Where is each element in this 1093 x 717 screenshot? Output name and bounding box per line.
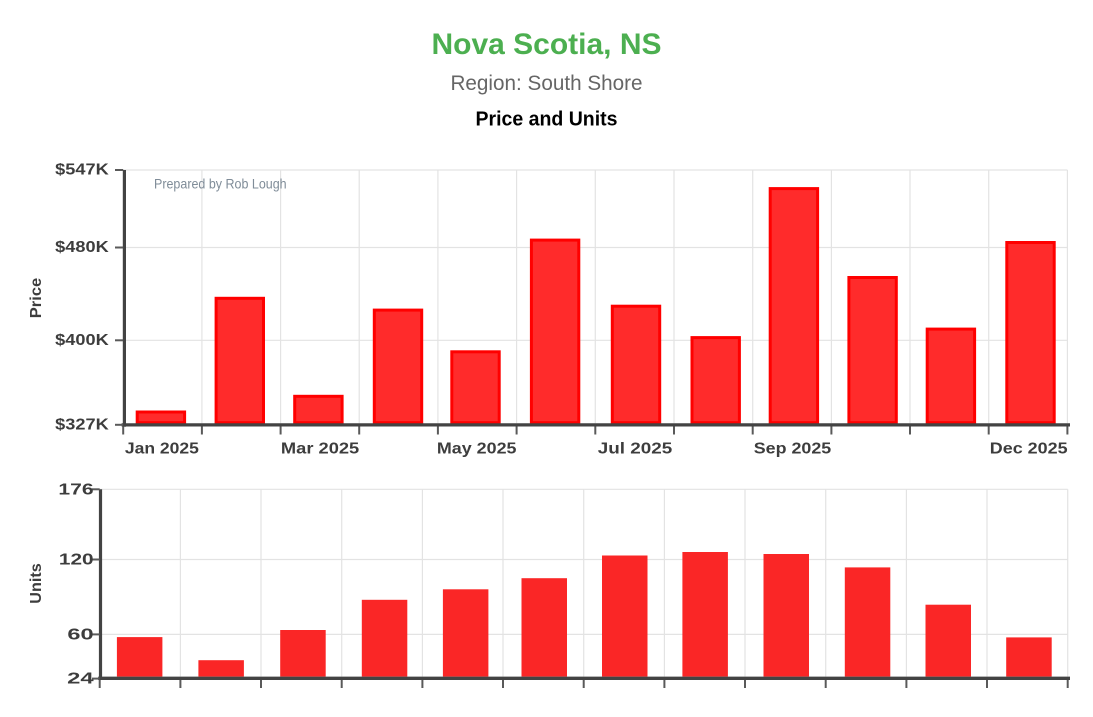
svg-text:Units: Units <box>28 563 45 604</box>
svg-text:$400K: $400K <box>55 332 109 349</box>
svg-text:Price: Price <box>28 278 45 319</box>
svg-text:176: 176 <box>58 481 94 498</box>
svg-text:Jan 2025: Jan 2025 <box>125 441 200 458</box>
svg-text:Nova Scotia, NS: Nova Scotia, NS <box>431 28 661 61</box>
svg-text:120: 120 <box>59 552 94 569</box>
svg-text:Region: South Shore: Region: South Shore <box>451 72 643 95</box>
svg-text:Dec 2025: Dec 2025 <box>990 441 1068 458</box>
svg-text:$547K: $547K <box>55 162 109 179</box>
svg-text:Prepared by Rob Lough: Prepared by Rob Lough <box>154 176 287 192</box>
svg-text:Mar 2025: Mar 2025 <box>281 441 360 458</box>
svg-text:$327K: $327K <box>55 417 109 434</box>
svg-text:Jul 2025: Jul 2025 <box>598 441 673 458</box>
svg-text:Price and Units: Price and Units <box>476 109 618 131</box>
svg-text:24: 24 <box>67 671 94 688</box>
svg-text:Sep 2025: Sep 2025 <box>754 441 832 458</box>
svg-text:May 2025: May 2025 <box>437 441 517 458</box>
svg-text:60: 60 <box>67 626 93 643</box>
svg-text:$480K: $480K <box>55 239 109 256</box>
